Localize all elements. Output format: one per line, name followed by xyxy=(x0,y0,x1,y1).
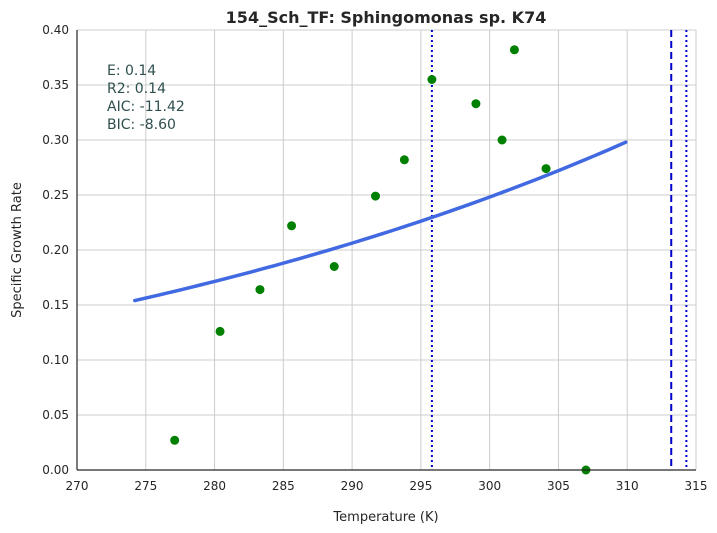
y-tick-label-0: 0.00 xyxy=(42,463,69,477)
y-tick-label-6: 0.30 xyxy=(42,133,69,147)
stat-line-2: AIC: -11.42 xyxy=(107,99,185,115)
x-tick-label-9: 315 xyxy=(685,479,708,493)
stat-line-3: BIC: -8.60 xyxy=(107,117,176,133)
y-tick-label-3: 0.15 xyxy=(42,298,69,312)
data-points xyxy=(170,45,591,475)
reference-lines xyxy=(430,30,688,470)
data-point-7 xyxy=(427,75,437,84)
x-tick-label-6: 300 xyxy=(478,479,501,493)
data-point-5 xyxy=(370,191,380,201)
chart-title: 154_Sch_TF: Sphingomonas sp. K74 xyxy=(226,8,547,27)
axes xyxy=(76,30,696,471)
y-tick-labels: 0.00 0.05 0.10 0.15 0.20 0.25 0.30 0.35 0.40 xyxy=(42,23,69,477)
y-tick-label-7: 0.35 xyxy=(42,78,69,92)
y-tick-label-1: 0.05 xyxy=(42,408,69,422)
x-tick-label-0: 270 xyxy=(66,479,89,493)
fit-statistics: E: 0.14 R2: 0.14 AIC: -11.42 BIC: -8.60 xyxy=(107,63,185,133)
x-tick-label-1: 275 xyxy=(134,479,157,493)
data-point-1 xyxy=(215,326,225,336)
x-tick-label-8: 310 xyxy=(616,479,639,493)
x-tick-labels: 270 275 280 285 290 295 300 305 310 315 xyxy=(66,479,708,493)
y-tick-label-5: 0.25 xyxy=(42,188,69,202)
y-tick-label-4: 0.20 xyxy=(42,243,69,257)
data-point-11 xyxy=(541,164,551,174)
x-tick-label-3: 285 xyxy=(272,479,295,493)
data-point-0 xyxy=(170,435,180,445)
data-point-9 xyxy=(497,135,507,145)
data-point-8 xyxy=(471,99,481,109)
data-point-4 xyxy=(329,262,339,271)
x-axis-label: Temperature (K) xyxy=(332,510,438,525)
fit-curve xyxy=(133,140,628,303)
data-point-3 xyxy=(287,221,297,231)
stat-line-1: R2: 0.14 xyxy=(107,81,166,97)
x-tick-label-5: 295 xyxy=(409,479,432,493)
x-tick-label-4: 290 xyxy=(341,479,364,493)
x-tick-label-2: 280 xyxy=(203,479,226,493)
y-tick-label-8: 0.40 xyxy=(42,23,69,37)
data-point-10 xyxy=(509,45,519,55)
data-point-2 xyxy=(255,285,265,295)
y-axis-label: Specific Growth Rate xyxy=(10,182,25,318)
y-tick-label-2: 0.10 xyxy=(42,353,69,367)
fit-curve-layer xyxy=(133,140,628,303)
x-tick-label-7: 305 xyxy=(547,479,570,493)
data-point-6 xyxy=(399,155,409,165)
stat-line-0: E: 0.14 xyxy=(107,63,156,79)
